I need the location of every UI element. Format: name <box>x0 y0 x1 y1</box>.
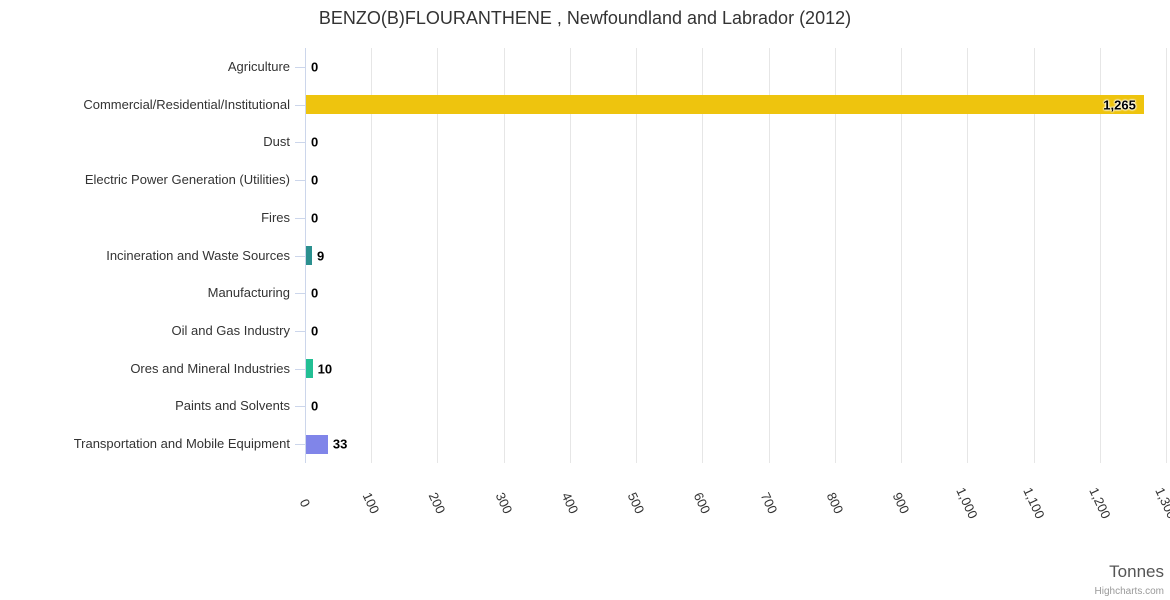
x-axis-title: Tonnes <box>1109 562 1164 581</box>
bar-incineration-and-waste-sources[interactable] <box>306 246 312 265</box>
x-axis-tick-label-0: 0 <box>296 496 314 510</box>
gridline-300 <box>503 48 505 463</box>
gridline-800 <box>834 48 836 463</box>
category-label-commercial-residential-institutional: Commercial/Residential/Institutional <box>83 96 290 112</box>
data-label-dust: 0 <box>311 134 319 150</box>
data-label-oil-and-gas-industry: 0 <box>311 323 319 339</box>
data-label-manufacturing: 0 <box>311 285 319 301</box>
gridline-400 <box>569 48 571 463</box>
x-axis-tick-label-400: 400 <box>558 489 582 517</box>
x-axis-tick-label-1-300: 1,300 <box>1152 485 1170 521</box>
bar-commercial-residential-institutional[interactable] <box>306 95 1144 115</box>
bar-ores-and-mineral-industries[interactable] <box>306 359 313 379</box>
x-axis-tick-label-100: 100 <box>359 489 383 517</box>
x-axis-tick-label-1-200: 1,200 <box>1086 485 1114 521</box>
data-label-transportation-and-mobile-equipment: 33 <box>332 436 348 452</box>
data-label-agriculture: 0 <box>311 59 319 75</box>
category-label-manufacturing: Manufacturing <box>207 285 290 301</box>
chart-title: BENZO(B)FLOURANTHENE , Newfoundland and … <box>318 8 852 28</box>
category-tick-mark <box>295 330 305 332</box>
category-label-agriculture: Agriculture <box>227 58 290 74</box>
gridline-100 <box>371 48 373 463</box>
x-axis-tick-label-200: 200 <box>426 489 449 517</box>
bar-transportation-and-mobile-equipment[interactable] <box>306 434 328 454</box>
data-label-commercial-residential-institutional: 1,265 <box>1103 97 1136 113</box>
category-label-paints-and-solvents: Paints and Solvents <box>175 398 290 414</box>
category-label-dust: Dust <box>263 134 290 150</box>
category-tick-mark <box>295 368 305 370</box>
gridline-200 <box>437 48 439 463</box>
gridline-500 <box>636 48 638 463</box>
highcharts-credits-link[interactable]: Highcharts.com <box>1094 586 1164 597</box>
category-tick-mark <box>295 255 305 257</box>
gridline-900 <box>901 48 903 463</box>
category-tick-mark <box>295 180 305 182</box>
data-label-incineration-and-waste-sources: 9 <box>316 248 325 263</box>
x-axis-tick-label-1-000: 1,000 <box>953 485 981 521</box>
x-axis-tick-label-500: 500 <box>624 489 648 517</box>
category-tick-mark <box>295 217 305 219</box>
data-label-ores-and-mineral-industries: 10 <box>317 361 333 377</box>
category-label-incineration-and-waste-sources: Incineration and Waste Sources <box>106 247 290 263</box>
category-label-transportation-and-mobile-equipment: Transportation and Mobile Equipment <box>73 436 290 452</box>
category-tick-mark <box>295 104 305 106</box>
data-label-fires: 0 <box>311 210 319 226</box>
category-axis-line <box>305 48 306 463</box>
category-label-oil-and-gas-industry: Oil and Gas Industry <box>171 322 291 338</box>
category-tick-mark <box>295 444 305 446</box>
x-axis-tick-label-600: 600 <box>690 489 714 517</box>
data-label-electric-power-generation-utilities: 0 <box>311 172 319 188</box>
category-tick-mark <box>295 406 305 408</box>
category-label-electric-power-generation-utilities: Electric Power Generation (Utilities) <box>84 172 290 188</box>
data-label-paints-and-solvents: 0 <box>311 398 319 414</box>
x-axis-tick-label-1-100: 1,100 <box>1019 485 1048 521</box>
gridline-600 <box>702 48 704 463</box>
category-label-fires: Fires <box>261 209 290 225</box>
category-label-ores-and-mineral-industries: Ores and Mineral Industries <box>130 360 290 376</box>
gridline-1-200 <box>1099 48 1101 463</box>
gridline-700 <box>768 48 770 463</box>
x-axis-tick-label-700: 700 <box>757 489 780 517</box>
category-tick-mark <box>295 142 305 144</box>
x-axis-tick-label-300: 300 <box>492 489 516 517</box>
gridline-1-300 <box>1166 48 1167 463</box>
x-axis-tick-label-900: 900 <box>889 489 913 517</box>
gridline-1-000 <box>967 48 969 463</box>
category-tick-mark <box>295 66 305 68</box>
gridline-1-100 <box>1033 48 1035 463</box>
category-tick-mark <box>295 293 305 295</box>
x-axis-tick-label-800: 800 <box>823 489 847 517</box>
